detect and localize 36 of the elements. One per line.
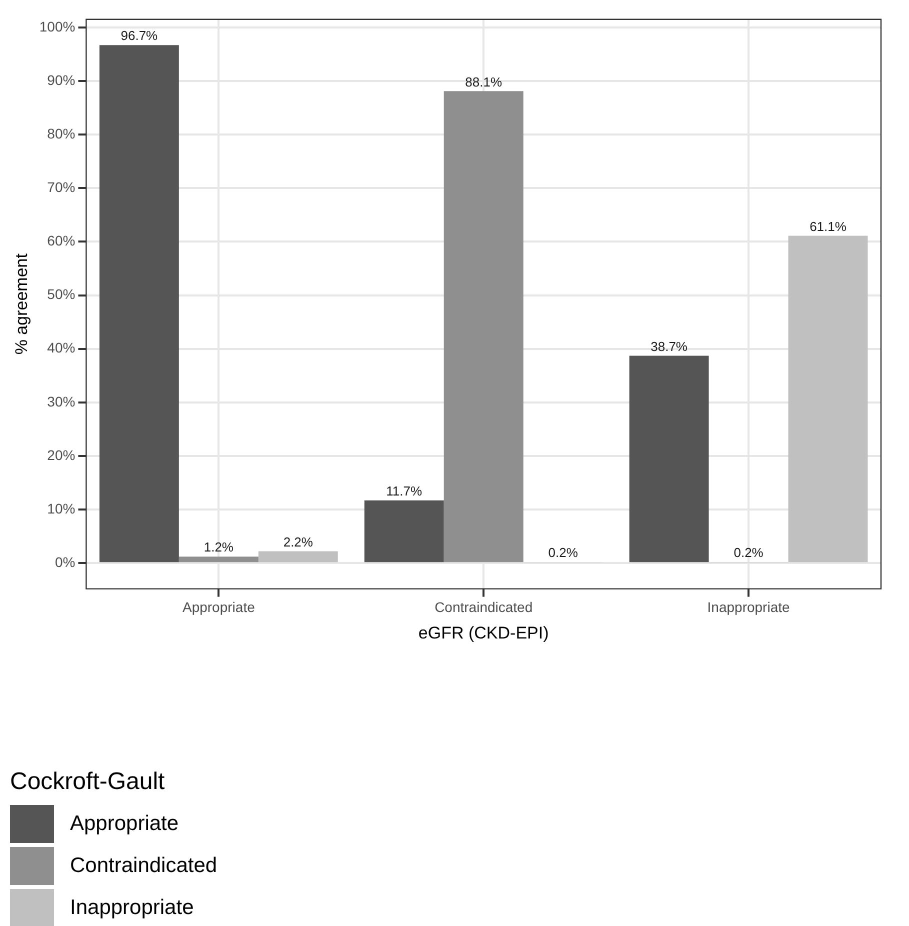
legend-title: Cockroft-Gault [10, 768, 166, 796]
data-label: 96.7% [120, 28, 158, 44]
y-tick-label: 50% [47, 286, 76, 302]
x-tick-label: Inappropriate [707, 599, 790, 616]
data-label: 0.2% [734, 545, 764, 560]
bar [444, 91, 524, 562]
x-axis-title: eGFR (CKD-EPI) [418, 623, 549, 642]
bar [788, 236, 868, 562]
legend-label: Inappropriate [70, 896, 194, 920]
y-tick-label: 0% [54, 554, 76, 570]
x-tick-label: Contraindicated [434, 599, 533, 616]
y-tick-label: 40% [47, 340, 76, 356]
y-axis-title: % agreement [12, 253, 31, 355]
y-tick-label: 10% [47, 500, 76, 516]
data-label: 88.1% [465, 74, 502, 90]
y-tick-label: 80% [47, 125, 76, 142]
legend-label: Contraindicated [70, 854, 218, 878]
y-tick-label: 60% [47, 232, 76, 249]
bar [178, 556, 258, 562]
bar [629, 356, 709, 562]
data-label: 38.7% [650, 338, 688, 354]
y-tick-label: 30% [47, 393, 76, 410]
bar [258, 551, 338, 562]
y-tick-label: 70% [47, 178, 76, 195]
x-tick-label: Appropriate [182, 599, 256, 616]
bar [364, 500, 444, 562]
data-label: 0.2% [548, 545, 578, 560]
legend-label: Appropriate [70, 812, 179, 836]
y-tick-label: 20% [47, 446, 76, 463]
bar [99, 45, 179, 562]
y-tick-label: 100% [39, 18, 76, 34]
data-label: 2.2% [283, 534, 314, 550]
y-tick-label: 90% [47, 72, 76, 88]
data-label: 11.7% [386, 483, 423, 498]
data-label: 61.1% [810, 218, 847, 234]
data-label: 1.2% [204, 540, 234, 555]
